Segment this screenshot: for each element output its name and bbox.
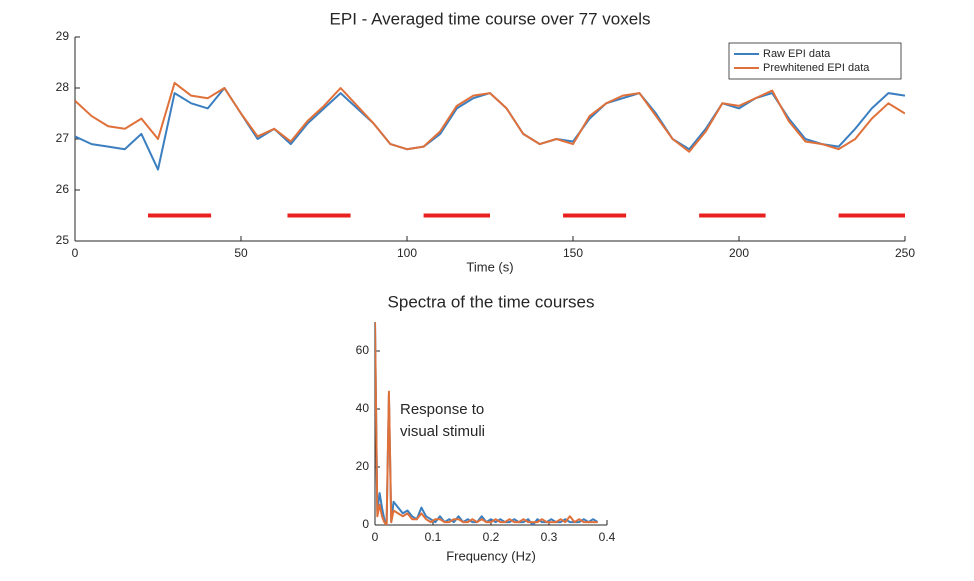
y-tick-label: 29 [56, 29, 70, 43]
y-tick-label: 40 [356, 401, 370, 415]
chart: Spectra of the time courses Frequency (Hz… [356, 292, 616, 563]
x-axis-label: Time (s) [466, 259, 513, 274]
series-line [375, 322, 598, 525]
stimulus-block [838, 213, 905, 218]
x-tick-label: 0 [372, 530, 379, 544]
stimulus-block [423, 213, 490, 218]
stimulus-block [287, 213, 351, 218]
chart-title: Spectra of the time courses [388, 292, 595, 311]
legend-box [728, 42, 902, 80]
y-tick-label: 0 [362, 517, 369, 531]
legend-label: Raw EPI data [763, 48, 831, 60]
x-tick-label: 50 [234, 246, 248, 260]
y-tick-label: 60 [356, 343, 370, 357]
x-axis-label: Frequency (Hz) [446, 548, 536, 563]
y-tick-label: 28 [56, 80, 70, 94]
chart: EPI - Averaged time course over 77 voxel… [56, 9, 916, 274]
x-tick-label: 0 [72, 246, 79, 260]
x-tick-label: 0.1 [425, 530, 442, 544]
series-line [75, 87, 905, 171]
x-tick-label: 200 [729, 246, 749, 260]
y-tick-label: 25 [56, 233, 70, 247]
stimulus-block [563, 213, 627, 218]
series-line [75, 81, 905, 153]
annotation: visual stimuli [400, 423, 485, 440]
y-tick-label: 27 [56, 131, 70, 145]
x-tick-label: 150 [563, 246, 583, 260]
x-tick-label: 0.4 [599, 530, 616, 544]
x-tick-label: 100 [397, 246, 417, 260]
stimulus-block [148, 213, 212, 218]
x-tick-label: 0.3 [541, 530, 558, 544]
y-tick-label: 20 [356, 459, 370, 473]
y-tick-label: 26 [56, 182, 70, 196]
stimulus-block [699, 213, 766, 218]
legend-label: Prewhitened EPI data [763, 62, 870, 74]
legend: Raw EPI data Prewhitened EPI data [728, 42, 902, 80]
annotation: Response to [400, 401, 484, 418]
x-tick-label: 250 [895, 246, 915, 260]
x-tick-label: 0.2 [483, 530, 500, 544]
chart-title: EPI - Averaged time course over 77 voxel… [330, 9, 651, 28]
